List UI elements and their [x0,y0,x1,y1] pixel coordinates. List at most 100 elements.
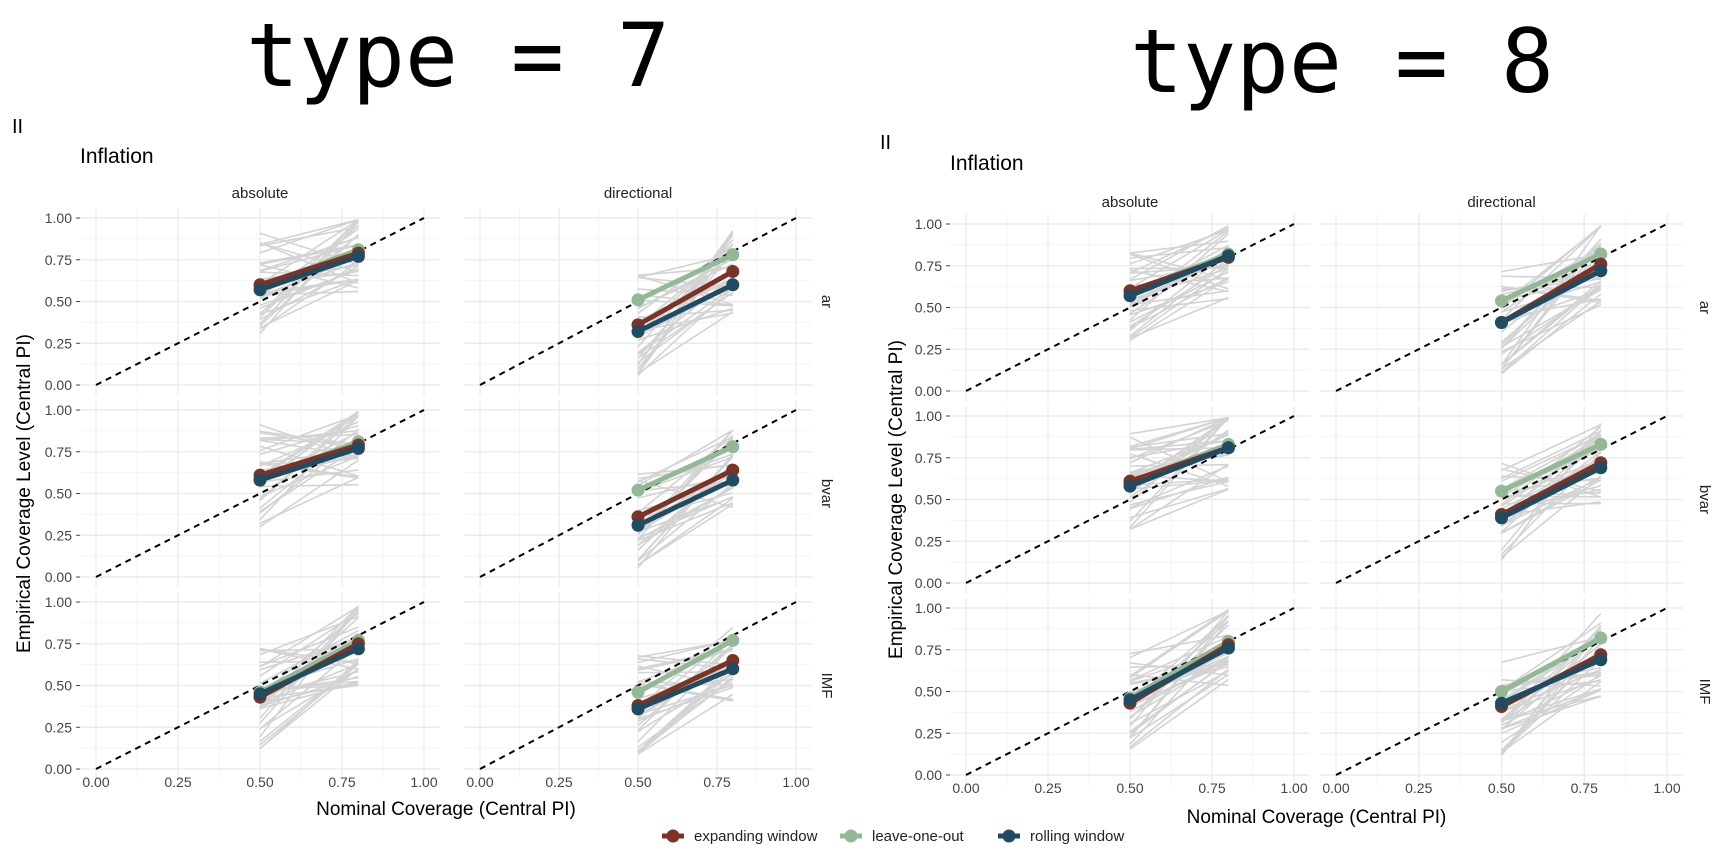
facet-row-label-ar: ar [1696,301,1713,314]
data-point-rolling-window [726,474,739,487]
panel-directional-imf: 0.00 0.25 0.50 0.75 1.00 [1320,598,1683,796]
panel-directional-bvar [1320,406,1683,593]
data-point-rolling-window [352,250,365,263]
facet-col-label-absolute: absolute [232,185,289,202]
x-tick-label: 0.75 [703,774,730,790]
data-point-rolling-window [254,474,267,487]
chart-left: II Inflation Empirical Coverage Level (Cen… [12,116,835,820]
data-point-rolling-window [726,278,739,291]
data-point-leave-one-out [632,686,645,699]
y-tick-label: 1.00 [915,408,942,424]
x-tick-label: 1.00 [782,774,809,790]
x-tick-label: 0.00 [952,780,979,796]
data-point-leave-one-out [1495,485,1508,498]
x-tick-label: 0.00 [1322,780,1349,796]
y-tick-label: 0.50 [45,678,72,694]
x-tick-label: 0.00 [466,774,493,790]
background-line [1130,418,1228,503]
y-tick-label: 0.50 [915,492,942,508]
background-line [260,220,358,245]
data-point-rolling-window [1594,461,1607,474]
data-point-rolling-window [632,702,645,715]
y-tick-label: 1.00 [45,594,72,610]
facet-col-label-absolute: absolute [1102,194,1159,211]
data-point-rolling-window [254,283,267,296]
y-tick-label: 0.75 [915,258,942,274]
x-tick-label: 0.50 [1488,780,1515,796]
data-point-rolling-window [352,642,365,655]
x-tick-label: 0.25 [1405,780,1432,796]
data-point-leave-one-out [726,634,739,647]
legend-swatch-point [845,830,858,843]
facet-col-label-directional: directional [1467,194,1535,211]
x-tick-label: 1.00 [1280,780,1307,796]
panel-absolute-ar: 0.000.250.500.751.00 [915,214,1310,401]
y-tick-label: 0.75 [915,450,942,466]
x-tick-label: 0.25 [164,774,191,790]
legend-item-expanding-window: expanding window [662,828,818,845]
x-tick-label: 0.50 [1116,780,1143,796]
background-line [260,668,358,748]
data-point-rolling-window [632,519,645,532]
data-point-rolling-window [1124,480,1137,493]
data-point-rolling-window [352,442,365,455]
background-line [260,477,358,523]
legend-label: leave-one-out [872,828,965,845]
data-point-rolling-window [1124,289,1137,302]
data-point-rolling-window [1222,642,1235,655]
y-tick-label: 0.75 [915,642,942,658]
y-axis-title: Empirical Coverage Level (Central PI) [886,340,907,659]
data-point-leave-one-out [1495,294,1508,307]
legend: expanding window leave-one-out rolling win… [662,828,1124,845]
panel-absolute-ar: 0.000.250.500.751.00 [45,208,440,395]
chart-title: Inflation [80,145,154,168]
data-point-leave-one-out [726,248,739,261]
x-axis-title: Nominal Coverage (Central PI) [316,799,576,820]
x-tick-label: 0.75 [1198,780,1225,796]
legend-item-rolling-window: rolling window [998,828,1124,845]
data-point-rolling-window [1495,316,1508,329]
legend-label: rolling window [1030,828,1124,845]
legend-label: expanding window [694,828,818,845]
x-tick-label: 1.00 [1653,780,1680,796]
data-point-rolling-window [1495,511,1508,524]
y-tick-label: 0.25 [915,725,942,741]
y-tick-label: 0.50 [45,294,72,310]
y-tick-label: 0.50 [915,300,942,316]
y-tick-label: 1.00 [915,216,942,232]
background-line [1130,489,1228,529]
x-tick-label: 0.25 [1034,780,1061,796]
y-tick-label: 1.00 [45,402,72,418]
x-tick-label: 0.75 [1571,780,1598,796]
facet-row-label-imf: IMF [818,673,835,699]
left-figure-heading: type = 7 [246,4,670,107]
chart-right: II Inflation Empirical Coverage Level (Cen… [880,132,1713,828]
y-tick-label: 0.50 [45,486,72,502]
y-axis-title: Empirical Coverage Level (Central PI) [14,334,35,653]
data-point-rolling-window [1222,249,1235,262]
facet-row-label-ar: ar [818,295,835,308]
data-point-leave-one-out [1594,632,1607,645]
data-point-rolling-window [1594,653,1607,666]
data-point-leave-one-out [1594,438,1607,451]
data-point-rolling-window [1124,693,1137,706]
data-point-leave-one-out [632,293,645,306]
y-tick-label: 0.00 [45,377,72,393]
y-tick-label: 0.75 [45,252,72,268]
data-point-rolling-window [1495,697,1508,710]
figure-tag: II [12,116,23,138]
chart-title: Inflation [950,152,1024,175]
y-tick-label: 0.25 [45,719,72,735]
panel-absolute-bvar: 0.000.250.500.751.00 [45,400,440,587]
y-tick-label: 0.00 [915,767,942,783]
legend-swatch-point [667,830,680,843]
data-point-rolling-window [1222,441,1235,454]
x-tick-label: 0.75 [328,774,355,790]
data-point-leave-one-out [1495,685,1508,698]
y-tick-label: 0.00 [45,569,72,585]
right-figure-heading: type = 8 [1130,10,1554,113]
y-tick-label: 0.75 [45,636,72,652]
figure-tag: II [880,132,891,154]
data-point-rolling-window [726,662,739,675]
